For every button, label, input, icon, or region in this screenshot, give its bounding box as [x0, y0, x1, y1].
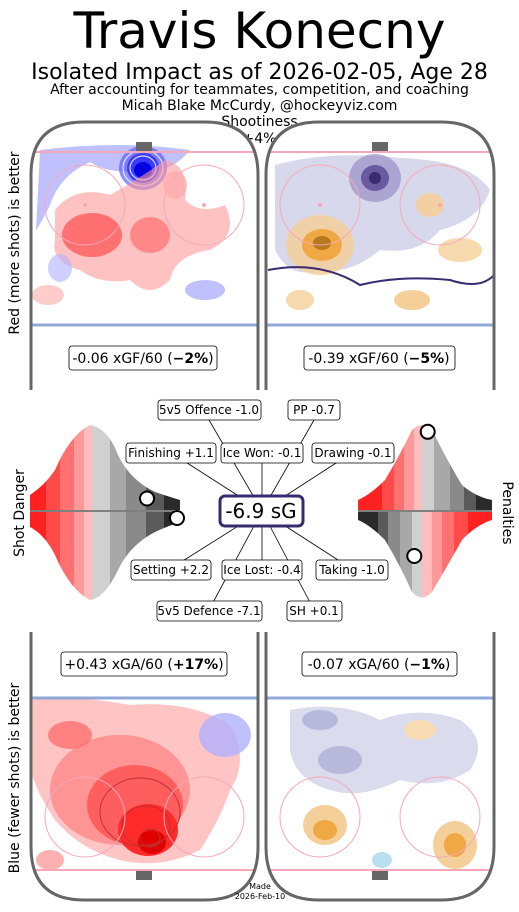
svg-text:-0.39 xGF/60 (−5%): -0.39 xGF/60 (−5%) — [308, 351, 449, 367]
rink-defence-5v5 — [31, 632, 258, 900]
goal-net-icon — [136, 871, 152, 880]
goal-net-icon — [372, 871, 388, 880]
svg-text:Ice Lost: -0.4: Ice Lost: -0.4 — [223, 563, 300, 577]
component-drawing: Drawing -0.1 — [311, 442, 395, 464]
component-taking: Taking -1.0 — [315, 559, 389, 581]
adjustment-note: After accounting for teammates, competit… — [50, 82, 469, 98]
component-setting: Setting +2.2 — [130, 559, 212, 581]
rink-value-defence-sh: -0.07 xGA/60 (−1%) — [301, 651, 458, 677]
svg-text:+0.43 xGA/60 (+17%): +0.43 xGA/60 (+17%) — [64, 657, 223, 673]
penalties-distribution-lower — [358, 512, 492, 598]
component-sh: SH +0.1 — [286, 600, 343, 622]
shootiness-label: Shootiness — [221, 114, 298, 130]
rink-offence-5v5 — [31, 122, 258, 390]
rink-value-defence-5v5: +0.43 xGA/60 (+17%) — [60, 651, 228, 677]
component-faceoffs-won: Ice Won: -0.1 — [220, 442, 304, 464]
svg-text:Taking -1.0: Taking -1.0 — [318, 563, 384, 577]
svg-text:SH +0.1: SH +0.1 — [289, 604, 339, 618]
svg-text:5v5 Offence -1.0: 5v5 Offence -1.0 — [159, 403, 259, 417]
shot-danger-distribution-upper — [30, 425, 180, 510]
goal-net-icon — [136, 142, 152, 151]
rink-offence-pp — [266, 122, 494, 390]
svg-text:Finishing +1.1: Finishing +1.1 — [128, 446, 214, 460]
made-date: 2026-Feb-10 — [234, 892, 286, 901]
author-credit: Micah Blake McCurdy, @hockeyviz.com — [121, 98, 398, 114]
component-finishing: Finishing +1.1 — [125, 442, 217, 464]
svg-text:5v5 Defence -7.1: 5v5 Defence -7.1 — [157, 604, 260, 618]
penalties-upper-marker — [419, 423, 436, 440]
goal-net-icon — [372, 142, 388, 151]
shot-danger-upper-marker — [139, 490, 155, 507]
svg-text:-0.07 xGA/60 (−1%): -0.07 xGA/60 (−1%) — [308, 657, 451, 673]
page-title: Travis Konecny — [73, 2, 446, 60]
component-5v5-defence: 5v5 Defence -7.1 — [156, 600, 263, 622]
component-5v5-offence: 5v5 Offence -1.0 — [157, 399, 262, 421]
rink-defence-sh — [266, 632, 494, 900]
svg-text:-0.06 xGF/60 (−2%): -0.06 xGF/60 (−2%) — [72, 351, 213, 367]
heat-red-core — [62, 213, 122, 257]
svg-text:Setting +2.2: Setting +2.2 — [133, 563, 209, 577]
svg-text:-6.9 sG: -6.9 sG — [225, 499, 296, 523]
rink-value-offence-5v5: -0.06 xGF/60 (−2%) — [68, 345, 218, 371]
component-faceoffs-lost: Ice Lost: -0.4 — [221, 559, 303, 581]
rink-value-offence-pp: -0.39 xGF/60 (−5%) — [303, 345, 456, 371]
svg-text:Drawing -0.1: Drawing -0.1 — [314, 446, 391, 460]
total-impact: -6.9 sG — [218, 494, 305, 528]
shot-danger-lower-marker — [169, 510, 185, 526]
shot-danger-distribution-lower — [30, 512, 180, 600]
penalties-lower-marker — [406, 548, 423, 564]
page-subtitle: Isolated Impact as of 2026-02-05, Age 28 — [31, 60, 488, 85]
svg-text:PP -0.7: PP -0.7 — [293, 403, 335, 417]
component-pp: PP -0.7 — [287, 399, 341, 421]
made-label: Made — [249, 882, 271, 891]
svg-text:Ice Won: -0.1: Ice Won: -0.1 — [223, 446, 302, 460]
